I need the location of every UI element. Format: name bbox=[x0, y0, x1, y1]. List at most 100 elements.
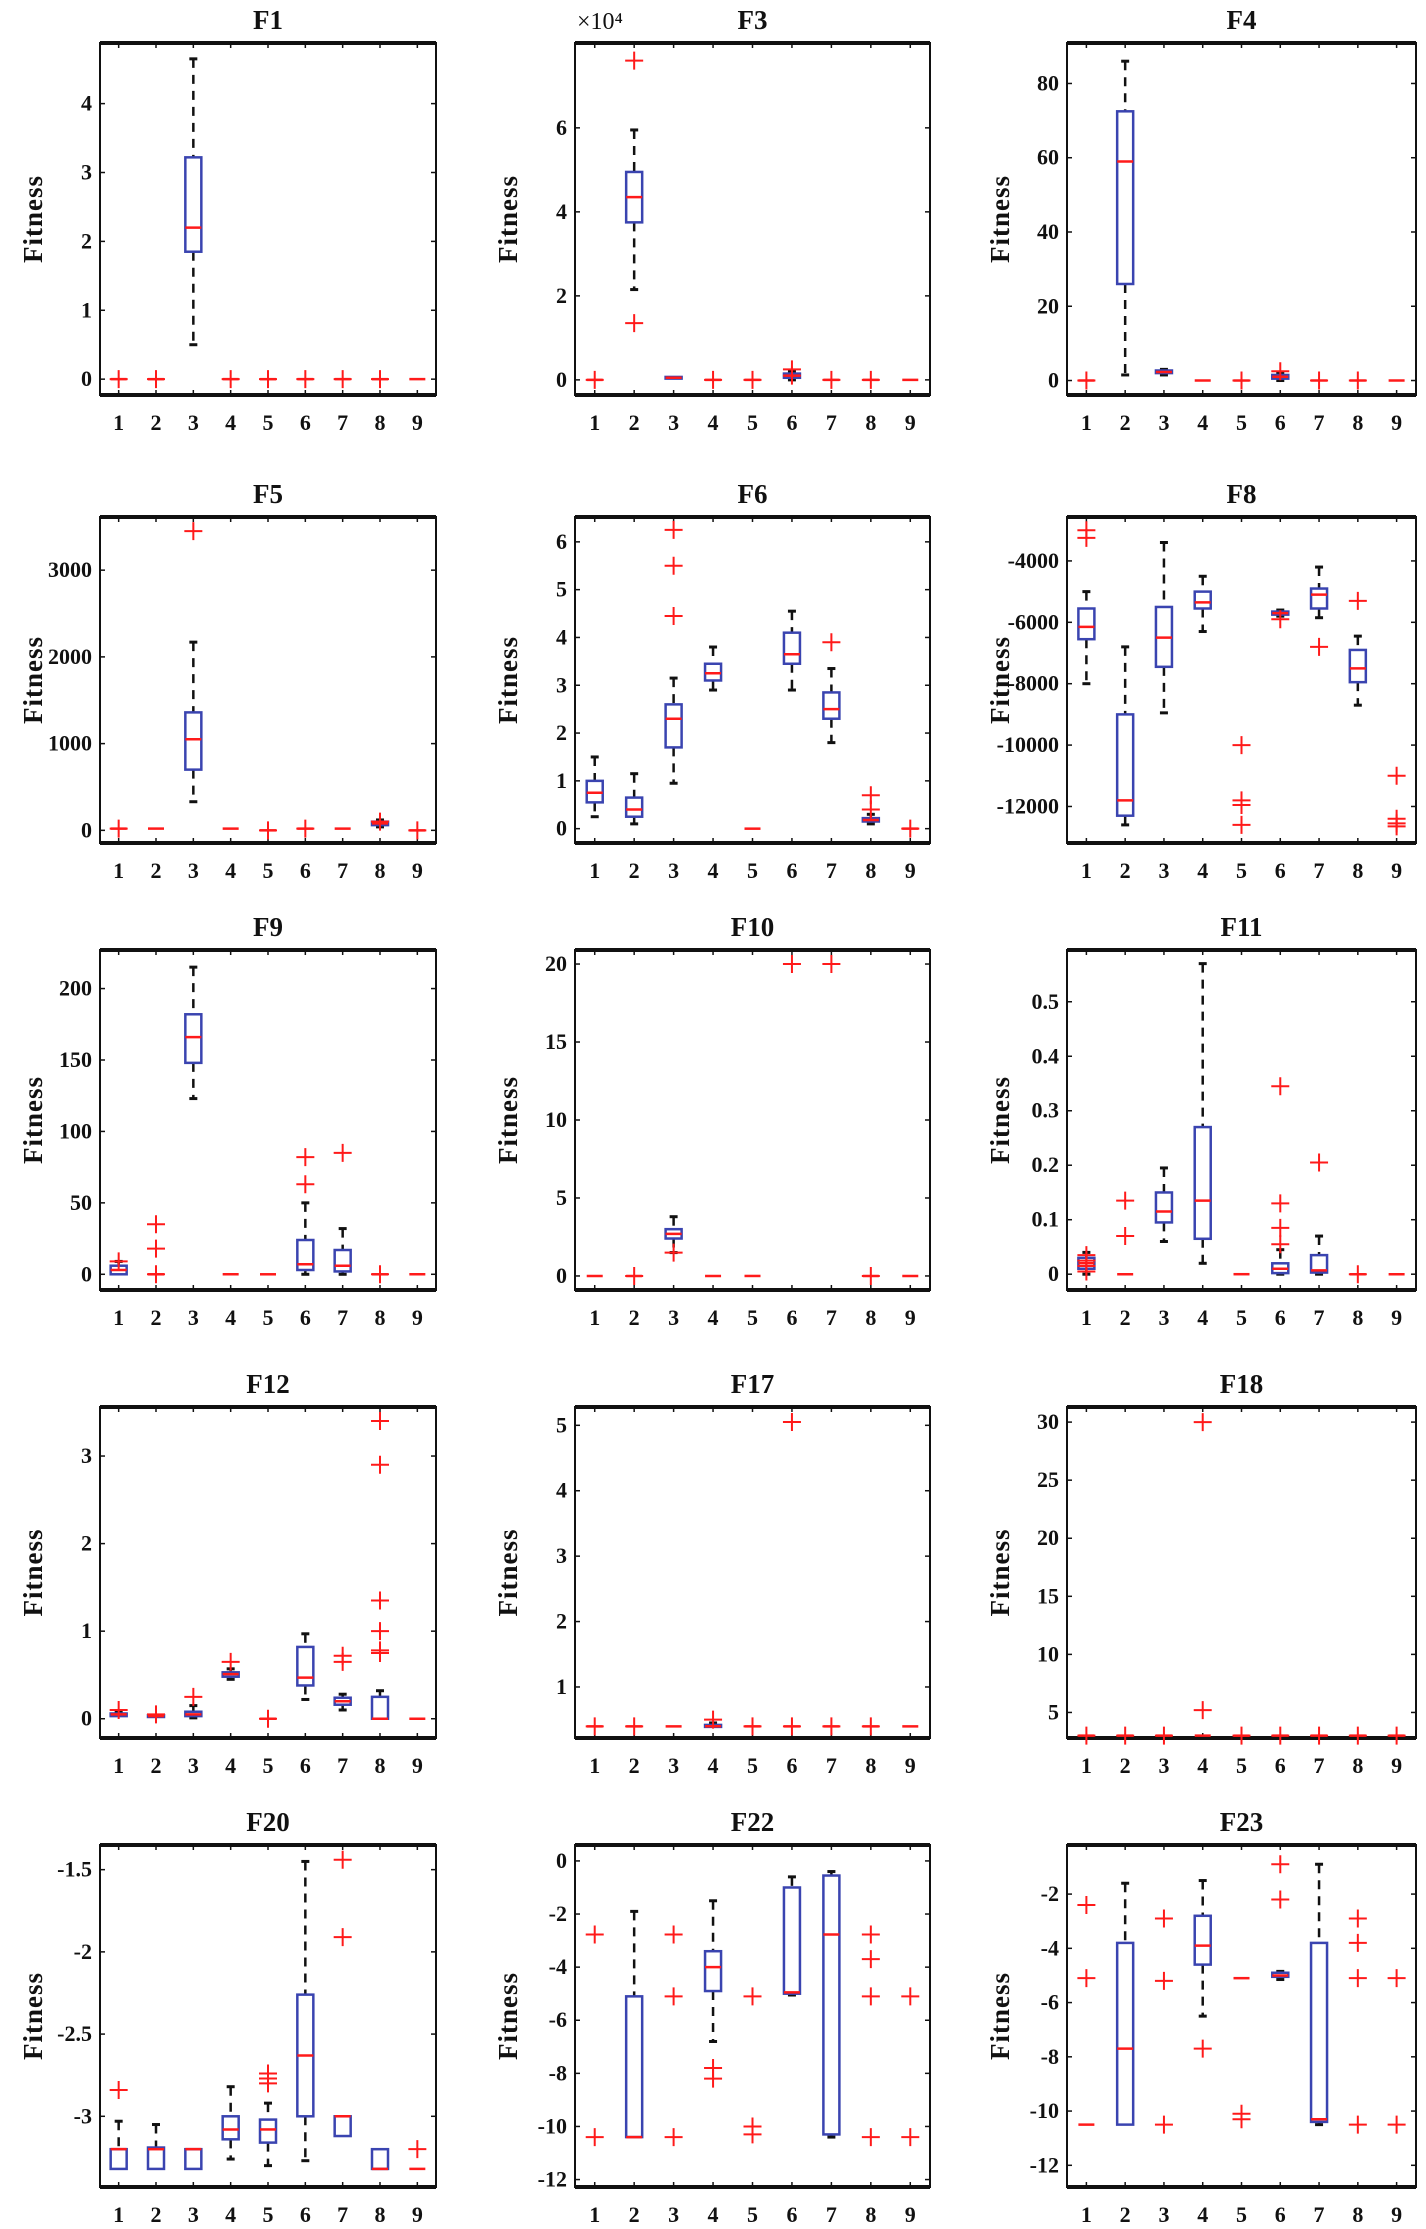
y-tick-label: 0 bbox=[81, 1706, 92, 1731]
panel-title: F11 bbox=[1220, 912, 1262, 942]
x-tick-label: 3 bbox=[1158, 1305, 1169, 1330]
x-tick-label: 3 bbox=[668, 2202, 679, 2227]
box-1 bbox=[585, 370, 604, 389]
iqr-box bbox=[221, 2115, 240, 2141]
box-3 bbox=[184, 57, 203, 347]
outlier-marker bbox=[408, 2140, 427, 2159]
outlier-marker bbox=[782, 1413, 801, 1432]
outlier-marker bbox=[296, 1148, 315, 1167]
outlier-marker bbox=[861, 1987, 880, 2006]
box-8 bbox=[1348, 1265, 1367, 1284]
y-tick-label: 2 bbox=[556, 283, 567, 308]
outlier-marker bbox=[259, 370, 277, 389]
x-tick-label: 8 bbox=[375, 2202, 386, 2227]
outlier-marker bbox=[259, 821, 277, 840]
outlier-marker bbox=[704, 370, 723, 389]
x-tick-label: 6 bbox=[300, 1753, 311, 1778]
y-tick-label: -6 bbox=[1041, 1990, 1059, 2015]
x-tick-label: 5 bbox=[263, 2202, 274, 2227]
x-tick-label: 1 bbox=[113, 2202, 124, 2227]
outlier-marker bbox=[1271, 1890, 1290, 1909]
x-tick-label: 1 bbox=[1081, 858, 1092, 883]
x-tick-label: 7 bbox=[826, 1753, 837, 1778]
box-3 bbox=[664, 1925, 683, 2147]
x-tick-label: 9 bbox=[412, 410, 423, 435]
outlier-marker bbox=[1387, 1726, 1406, 1745]
panel-f18: F18 Fitness 5 10 15 20 25 30 1 2 3 4 5 6 7 8 9 bbox=[985, 1369, 1417, 1778]
panel-title: F9 bbox=[253, 912, 283, 942]
y-axis-label: Fitness bbox=[493, 1972, 523, 2060]
iqr-box bbox=[1077, 607, 1096, 641]
x-tick-label: 5 bbox=[263, 410, 274, 435]
iqr-box bbox=[624, 796, 644, 818]
box-1 bbox=[1077, 371, 1096, 390]
y-tick-label: 30 bbox=[1037, 1409, 1059, 1434]
y-axis-label: Fitness bbox=[18, 1076, 48, 1164]
x-tick-label: 7 bbox=[1314, 410, 1325, 435]
box-2 bbox=[1116, 1191, 1135, 1276]
x-tick-label: 2 bbox=[1120, 1753, 1131, 1778]
box-6 bbox=[296, 1148, 315, 1276]
x-tick-label: 4 bbox=[225, 1753, 236, 1778]
outlier-marker bbox=[625, 1266, 644, 1285]
box-8 bbox=[370, 812, 390, 831]
outlier-marker bbox=[296, 370, 315, 389]
y-axis-label: Fitness bbox=[493, 636, 523, 724]
box-4 bbox=[703, 645, 723, 692]
iqr-box bbox=[296, 1238, 315, 1272]
box-9 bbox=[901, 1987, 920, 2147]
outlier-marker bbox=[1077, 371, 1096, 390]
x-tick-label: 8 bbox=[865, 1305, 876, 1330]
outlier-marker bbox=[1387, 817, 1406, 836]
box-1 bbox=[109, 819, 128, 838]
y-tick-label: 0.2 bbox=[1032, 1152, 1060, 1177]
y-tick-label: 3 bbox=[556, 672, 567, 697]
outlier-marker bbox=[1271, 1194, 1290, 1213]
y-tick-label: 20 bbox=[1037, 293, 1059, 318]
box-3 bbox=[184, 522, 203, 804]
box-4 bbox=[221, 1652, 240, 1681]
y-axis-label: Fitness bbox=[18, 636, 48, 724]
outlier-marker bbox=[1154, 1971, 1173, 1990]
x-tick-label: 2 bbox=[151, 858, 162, 883]
outlier-marker bbox=[1271, 1077, 1290, 1096]
iqr-box bbox=[1115, 110, 1135, 286]
box-2 bbox=[624, 51, 644, 333]
y-tick-label: 10 bbox=[1037, 1641, 1059, 1666]
axes-frame bbox=[99, 42, 437, 396]
box-8 bbox=[370, 2147, 390, 2171]
box-6 bbox=[1271, 1726, 1290, 1745]
outlier-marker bbox=[664, 1243, 683, 1262]
x-tick-label: 8 bbox=[1352, 2202, 1363, 2227]
x-tick-label: 7 bbox=[1314, 1305, 1325, 1330]
x-tick-label: 6 bbox=[1275, 858, 1286, 883]
x-tick-label: 2 bbox=[629, 858, 640, 883]
panel-title: F4 bbox=[1227, 5, 1257, 35]
outlier-marker bbox=[1116, 1227, 1135, 1246]
iqr-box bbox=[109, 2147, 128, 2171]
box-5 bbox=[1232, 371, 1251, 390]
box-1 bbox=[585, 755, 604, 819]
outlier-marker bbox=[221, 1652, 240, 1671]
x-tick-label: 2 bbox=[1120, 2202, 1131, 2227]
outlier-marker bbox=[333, 370, 352, 389]
box-8 bbox=[861, 1266, 880, 1285]
outlier-marker bbox=[1077, 1969, 1096, 1988]
axes-frame bbox=[99, 1406, 437, 1739]
x-tick-label: 8 bbox=[865, 2202, 876, 2227]
y-tick-label: 0 bbox=[556, 1848, 567, 1873]
box-1 bbox=[109, 370, 128, 389]
panel-f3: F3 ×10⁴ Fitness 0 2 4 6 1 2 3 4 5 6 7 8 9 bbox=[493, 5, 931, 435]
outlier-marker bbox=[664, 556, 683, 575]
outlier-marker bbox=[147, 370, 165, 389]
outlier-marker bbox=[1310, 1726, 1329, 1745]
y-tick-label: 0 bbox=[556, 367, 567, 392]
panel-f9: F9 Fitness 0 50 100 150 200 1 2 3 4 5 6 7 8 9 bbox=[18, 912, 437, 1330]
x-tick-label: 2 bbox=[151, 410, 162, 435]
iqr-box bbox=[822, 691, 841, 720]
axes-frame bbox=[1066, 1406, 1417, 1739]
outlier-marker bbox=[861, 1950, 880, 1969]
iqr-box bbox=[664, 703, 683, 749]
box-3 bbox=[1154, 367, 1174, 377]
outlier-marker bbox=[371, 1265, 389, 1284]
